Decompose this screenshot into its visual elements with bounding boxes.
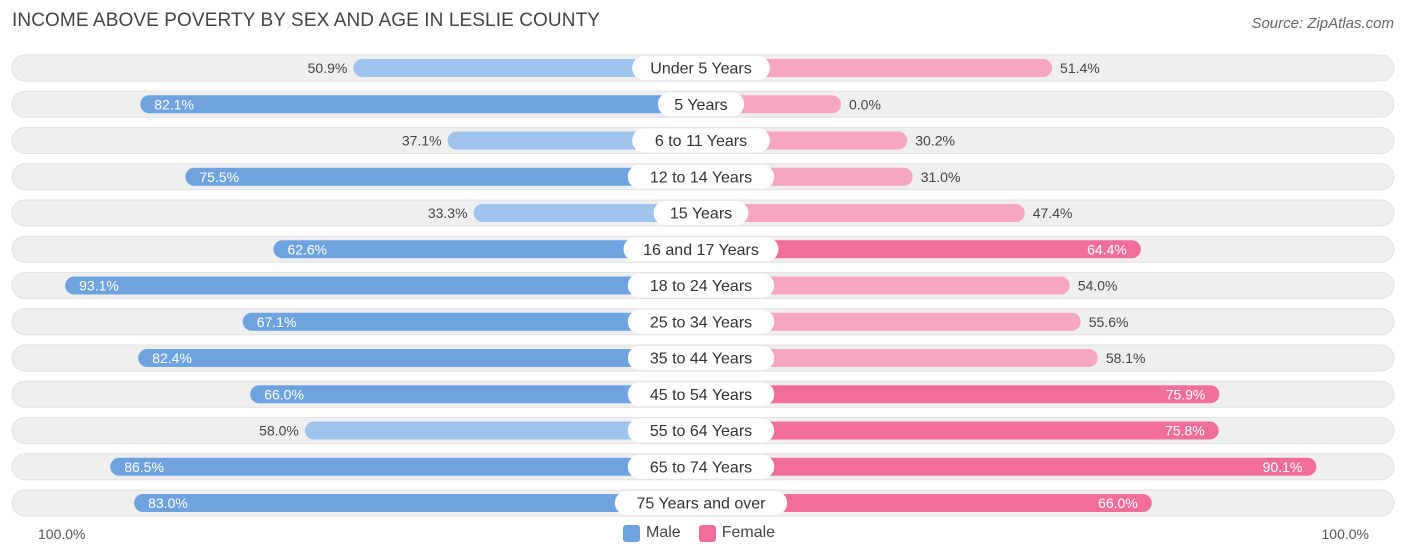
- female-bar: [701, 457, 1317, 476]
- axis-left-label: 100.0%: [38, 526, 86, 542]
- male-value-label: 66.0%: [264, 386, 304, 402]
- category-label: 75 Years and over: [637, 496, 767, 513]
- category-pill: [627, 346, 775, 370]
- female-bar: [701, 240, 1141, 259]
- male-value-label: 83.0%: [148, 495, 188, 511]
- male-value-label: 33.3%: [428, 205, 468, 221]
- male-bar: [110, 457, 701, 476]
- female-value-label: 47.4%: [1033, 205, 1073, 221]
- category-pill: [653, 201, 749, 225]
- male-bar: [353, 59, 701, 77]
- category-label: 35 to 44 Years: [650, 351, 752, 368]
- male-value-label: 75.5%: [199, 169, 239, 185]
- male-bar: [250, 385, 701, 404]
- female-bar: [701, 385, 1220, 404]
- category-pill: [627, 309, 775, 334]
- category-label: Under 5 Years: [650, 61, 751, 78]
- male-value-label: 50.9%: [308, 60, 348, 76]
- male-bar: [273, 240, 701, 259]
- axis-right-label: 100.0%: [1321, 526, 1369, 542]
- legend-swatch-male: [623, 524, 640, 542]
- male-value-label: 82.1%: [154, 96, 194, 112]
- female-value-label: 58.1%: [1106, 350, 1146, 366]
- source-label: Source: ZipAtlas.com: [1251, 15, 1394, 32]
- category-label: 12 to 14 Years: [650, 169, 752, 186]
- legend-label-female: Female: [721, 524, 776, 541]
- female-bar: [701, 276, 1070, 295]
- chart-title: INCOME ABOVE POVERTY BY SEX AND AGE IN L…: [12, 10, 601, 31]
- female-value-label: 0.0%: [849, 96, 881, 112]
- category-pill: [623, 237, 779, 262]
- category-pill: [627, 454, 775, 479]
- female-bar: [701, 312, 1081, 331]
- category-pill: [632, 56, 770, 80]
- female-value-label: 90.1%: [1263, 459, 1303, 475]
- female-value-label: 54.0%: [1078, 278, 1118, 294]
- category-pill: [657, 92, 745, 117]
- category-label: 16 and 17 Years: [643, 242, 759, 259]
- bar-chart: 50.9% 51.4% Under 5 Years 82.1% 0.0% 5 Years 3…: [11, 54, 1395, 517]
- male-bar: [138, 349, 701, 367]
- female-value-label: 30.2%: [915, 133, 955, 149]
- female-value-label: 75.8%: [1165, 423, 1205, 439]
- category-label: 65 to 74 Years: [650, 459, 752, 476]
- female-bar: [701, 349, 1098, 367]
- male-bar: [304, 421, 701, 440]
- category-label: 6 to 11 Years: [655, 133, 747, 150]
- category-label: 18 to 24 Years: [650, 278, 752, 295]
- female-bar: [701, 204, 1025, 222]
- category-pill: [627, 164, 775, 189]
- male-bar: [242, 312, 701, 331]
- male-value-label: 37.1%: [402, 133, 442, 149]
- male-bar: [134, 494, 702, 512]
- category-pill: [627, 273, 775, 298]
- category-pill: [632, 128, 770, 153]
- male-bar: [473, 204, 701, 222]
- category-label: 25 to 34 Years: [650, 314, 752, 331]
- legend-label-male: Male: [646, 524, 681, 541]
- male-bar: [140, 95, 701, 114]
- female-value-label: 75.9%: [1166, 386, 1206, 402]
- female-value-label: 51.4%: [1060, 60, 1100, 76]
- category-label: 45 to 54 Years: [650, 387, 752, 404]
- category-label: 55 to 64 Years: [650, 423, 752, 440]
- legend-item-female[interactable]: Female: [698, 524, 776, 542]
- male-value-label: 86.5%: [124, 459, 164, 475]
- female-value-label: 31.0%: [921, 169, 961, 185]
- female-value-label: 64.4%: [1087, 241, 1127, 257]
- male-value-label: 93.1%: [79, 278, 119, 294]
- male-bar: [65, 276, 701, 295]
- category-pill: [627, 418, 775, 443]
- female-value-label: 55.6%: [1089, 314, 1129, 330]
- male-value-label: 58.0%: [259, 423, 299, 439]
- legend-swatch-female: [698, 524, 716, 542]
- male-value-label: 82.4%: [152, 350, 192, 366]
- category-label: 5 Years: [674, 97, 727, 114]
- male-value-label: 67.1%: [257, 314, 297, 330]
- legend: Male Female: [623, 524, 793, 542]
- category-pill: [627, 382, 775, 407]
- female-bar: [701, 59, 1053, 77]
- male-bar: [185, 167, 701, 186]
- category-label: 15 Years: [670, 206, 732, 223]
- female-value-label: 66.0%: [1098, 495, 1138, 511]
- female-bar: [701, 421, 1219, 440]
- male-value-label: 62.6%: [287, 241, 327, 257]
- legend-item-male[interactable]: Male: [623, 524, 681, 542]
- category-pill: [614, 491, 788, 515]
- female-bar: [701, 494, 1152, 512]
